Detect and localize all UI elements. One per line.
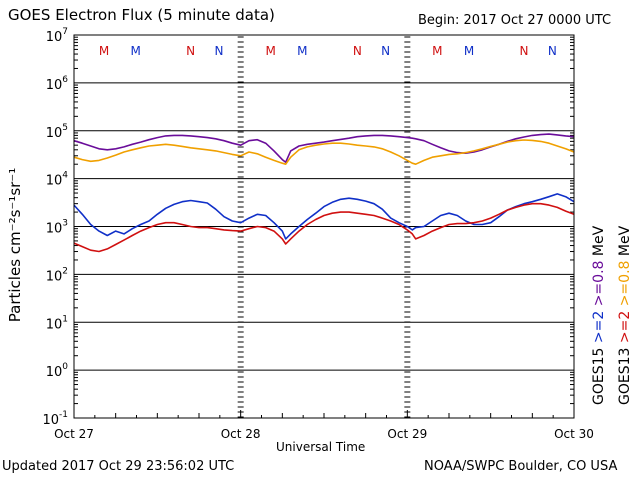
series-line-4 (73, 139, 575, 165)
x-tick-label: Oct 28 (221, 427, 261, 441)
grid-layer (73, 36, 575, 418)
mn-marker: M (464, 44, 474, 58)
mn-marker: N (520, 44, 529, 58)
mn-marker: N (548, 44, 557, 58)
credit-line: NOAA/SWPC Boulder, CO USA (424, 459, 618, 474)
mn-marker: M (432, 44, 442, 58)
x-tick-label: Oct 30 (554, 427, 594, 441)
begin-timestamp: Begin: 2017 Oct 27 0000 UTC (418, 13, 612, 28)
series-line-1 (73, 193, 575, 240)
legend-entry: GOES15 >=2 >=0.8 MeV (591, 225, 607, 405)
x-tick-label: Oct 29 (387, 427, 427, 441)
mn-marker: M (130, 44, 140, 58)
y-tick-label: 105 (46, 123, 68, 141)
y-axis-label: Particles cm⁻²s⁻¹sr⁻¹ (6, 168, 24, 322)
mn-marker: M (297, 44, 307, 58)
mn-marker: N (353, 44, 362, 58)
mn-marker: N (215, 44, 224, 58)
y-tick-label: 10-1 (42, 410, 68, 428)
y-tick-label: 102 (46, 266, 68, 284)
y-tick-label: 103 (46, 219, 68, 237)
y-tick-label: 101 (46, 314, 68, 332)
series-layer (73, 133, 575, 253)
y-tick-label: 106 (46, 75, 69, 93)
chart-title: GOES Electron Flux (5 minute data) (8, 6, 275, 24)
legend-entry: GOES13 >=2 >=0.8 MeV (617, 225, 633, 405)
y-tick-label: 100 (46, 362, 69, 380)
x-tick-label: Oct 27 (54, 427, 94, 441)
mn-marker: M (265, 44, 275, 58)
mn-marker: N (381, 44, 390, 58)
series-line-2 (73, 202, 575, 253)
mn-marker: M (99, 44, 109, 58)
x-axis-label: Universal Time (276, 440, 366, 454)
mn-marker: N (186, 44, 195, 58)
y-tick-label: 104 (46, 171, 69, 189)
y-tick-label: 107 (46, 27, 68, 45)
series-line-3 (73, 133, 575, 163)
plot-frame (73, 34, 575, 419)
updated-timestamp: Updated 2017 Oct 29 23:56:02 UTC (2, 459, 235, 474)
frame-layer (73, 34, 575, 419)
